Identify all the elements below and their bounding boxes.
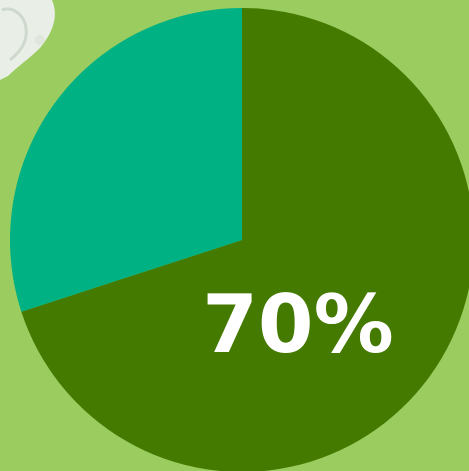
pie-slices (9, 8, 469, 471)
pie-data-label-0: 70% (202, 278, 393, 371)
white-figure-decoration (0, 0, 55, 80)
pie-slice-1 (9, 8, 243, 312)
pie-data-labels: 70% (202, 278, 393, 371)
pie-slice-0 (21, 8, 469, 471)
